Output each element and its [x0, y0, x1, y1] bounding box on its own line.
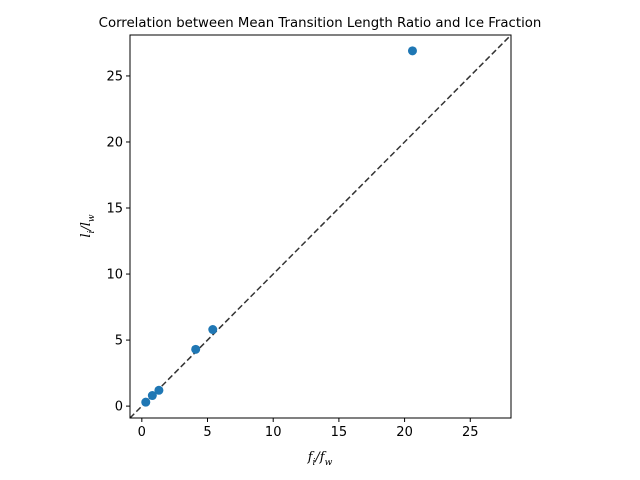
data-point-1: [147, 391, 157, 401]
axes-frame: [129, 34, 512, 419]
x-axis-label: fi/fw: [307, 450, 333, 468]
y-tick-label-2: 10: [106, 268, 123, 283]
x-tick-label-3: 15: [331, 425, 348, 440]
y-axis-label-sub2: w: [87, 214, 97, 222]
x-axis-label-sub1: i: [313, 458, 316, 468]
data-point-2: [154, 385, 164, 395]
data-points: [141, 46, 417, 407]
y-axis-ticks: 0 5 10 15 20 25: [106, 69, 130, 415]
x-tick-label-5: 25: [462, 425, 479, 440]
y-tick-label-5: 25: [106, 69, 123, 84]
data-point-0: [141, 397, 151, 407]
y-axis-label: li/lw: [79, 214, 97, 238]
y-tick-label-0: 0: [115, 400, 123, 415]
chart-title: Correlation between Mean Transition Leng…: [99, 16, 542, 31]
x-axis-label-main: f: [307, 450, 315, 465]
y-axis-label-sub1: i: [87, 230, 97, 233]
y-tick-label-4: 20: [106, 135, 123, 150]
y-tick-label-1: 5: [115, 334, 123, 349]
x-tick-label-4: 20: [396, 425, 413, 440]
y-tick-label-3: 15: [106, 202, 123, 217]
data-point-4: [208, 325, 218, 335]
data-point-3: [191, 344, 201, 354]
plot-area: [129, 34, 512, 419]
x-tick-label-0: 0: [138, 425, 146, 440]
y-axis-label-sep: /l: [79, 222, 94, 233]
reference-line-y-equals-x: [129, 34, 512, 419]
y-axis-label-main: l: [79, 233, 94, 237]
x-axis-label-sep: /f: [313, 450, 326, 465]
x-tick-label-2: 10: [265, 425, 282, 440]
x-axis-label-sub2: w: [325, 458, 333, 468]
data-point-5: [407, 46, 417, 56]
x-axis-ticks: 0 5 10 15 20 25: [138, 418, 479, 440]
x-tick-label-1: 5: [203, 425, 211, 440]
